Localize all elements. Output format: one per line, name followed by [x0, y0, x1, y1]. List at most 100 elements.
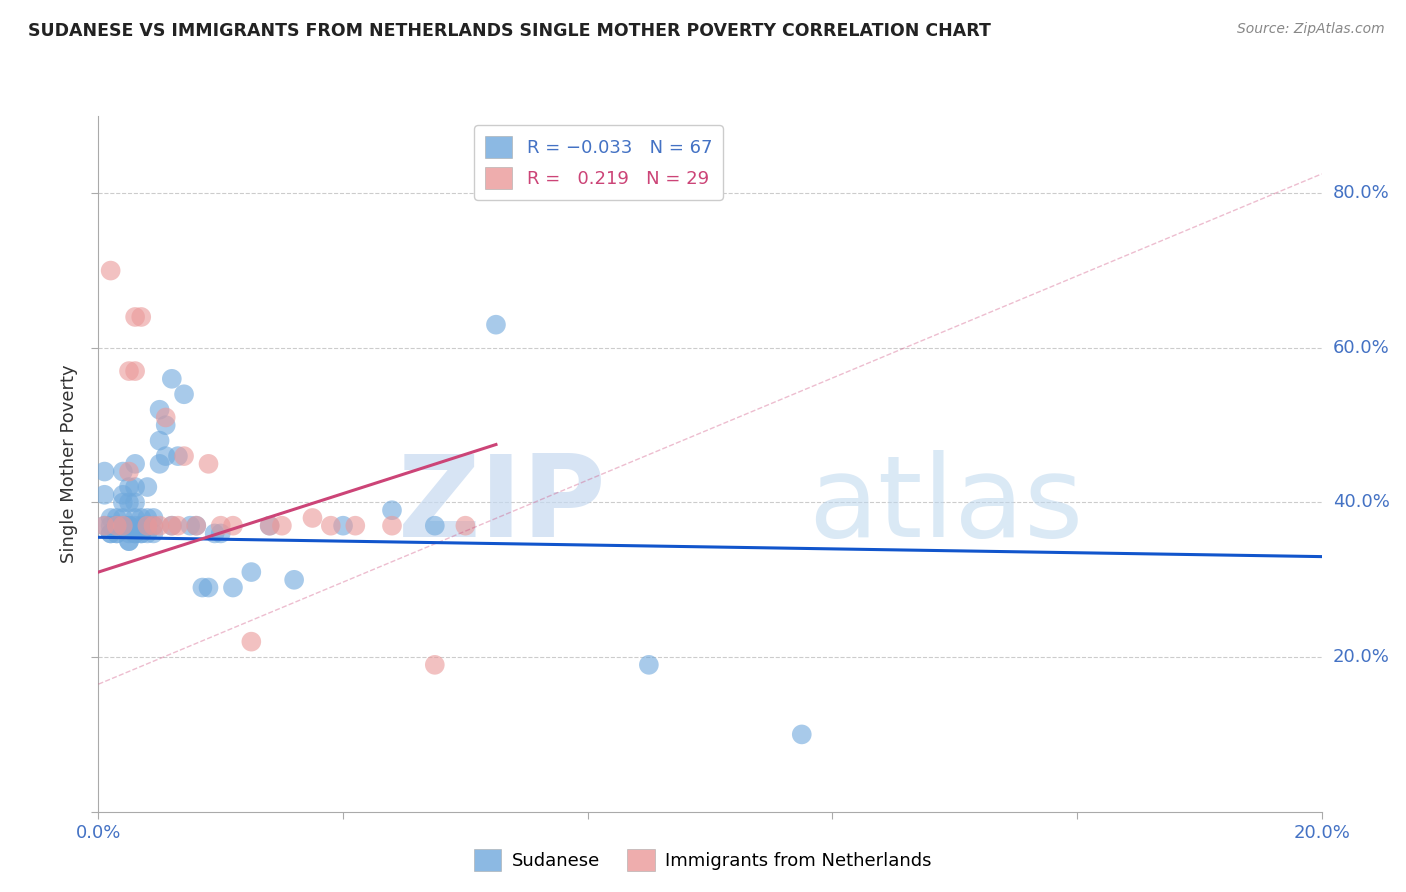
Point [381, 503, 404, 517]
Point [111, 518, 134, 533]
Point [118, 526, 141, 541]
Point [790, 727, 813, 741]
Point [118, 534, 141, 549]
Point [637, 657, 661, 672]
Point [197, 457, 219, 471]
Point [173, 387, 195, 401]
Point [111, 518, 134, 533]
Text: ZIP: ZIP [398, 450, 606, 561]
Point [136, 511, 159, 525]
Point [136, 526, 159, 541]
Point [149, 434, 172, 448]
Legend: Sudanese, Immigrants from Netherlands: Sudanese, Immigrants from Netherlands [467, 842, 939, 879]
Point [124, 526, 146, 541]
Point [142, 518, 165, 533]
Point [105, 518, 128, 533]
Point [124, 511, 146, 525]
Point [222, 518, 245, 533]
Point [149, 457, 172, 471]
Point [454, 518, 477, 533]
Text: 80.0%: 80.0% [1333, 185, 1389, 202]
Point [105, 511, 128, 525]
Point [283, 573, 305, 587]
Point [100, 526, 122, 541]
Point [209, 526, 232, 541]
Point [105, 518, 128, 533]
Point [100, 518, 122, 533]
Point [129, 310, 152, 324]
Point [124, 457, 146, 471]
Point [204, 526, 226, 541]
Point [118, 534, 141, 549]
Point [191, 581, 214, 595]
Point [222, 581, 245, 595]
Text: SUDANESE VS IMMIGRANTS FROM NETHERLANDS SINGLE MOTHER POVERTY CORRELATION CHART: SUDANESE VS IMMIGRANTS FROM NETHERLANDS … [28, 22, 991, 40]
Point [142, 526, 165, 541]
Point [118, 364, 141, 378]
Legend: R = −0.033   N = 67, R =   0.219   N = 29: R = −0.033 N = 67, R = 0.219 N = 29 [474, 125, 723, 200]
Point [100, 526, 122, 541]
Point [155, 449, 177, 463]
Point [149, 518, 172, 533]
Point [142, 511, 165, 525]
Point [111, 465, 134, 479]
Point [179, 518, 201, 533]
Point [259, 518, 281, 533]
Text: Source: ZipAtlas.com: Source: ZipAtlas.com [1237, 22, 1385, 37]
Point [93, 518, 115, 533]
Point [209, 518, 232, 533]
Point [240, 565, 263, 579]
Point [173, 449, 195, 463]
Point [136, 518, 159, 533]
Point [381, 518, 404, 533]
Point [240, 634, 263, 648]
Text: atlas: atlas [808, 450, 1083, 561]
Point [93, 465, 115, 479]
Point [129, 518, 152, 533]
Point [129, 511, 152, 525]
Point [111, 488, 134, 502]
Point [167, 518, 190, 533]
Point [111, 511, 134, 525]
Point [142, 518, 165, 533]
Point [423, 518, 446, 533]
Point [155, 418, 177, 433]
Point [160, 518, 183, 533]
Point [155, 410, 177, 425]
Point [100, 263, 122, 277]
Point [186, 518, 208, 533]
Point [118, 465, 141, 479]
Point [301, 511, 323, 525]
Point [124, 364, 146, 378]
Text: 20.0%: 20.0% [1333, 648, 1389, 666]
Point [149, 402, 172, 417]
Point [136, 480, 159, 494]
Point [124, 495, 146, 509]
Point [118, 480, 141, 494]
Point [259, 518, 281, 533]
Point [93, 488, 115, 502]
Point [129, 526, 152, 541]
Point [319, 518, 342, 533]
Point [129, 526, 152, 541]
Point [270, 518, 292, 533]
Point [160, 518, 183, 533]
Point [423, 657, 446, 672]
Point [124, 480, 146, 494]
Point [167, 449, 190, 463]
Point [105, 526, 128, 541]
Point [332, 518, 354, 533]
Point [186, 518, 208, 533]
Point [160, 372, 183, 386]
Text: 60.0%: 60.0% [1333, 339, 1389, 357]
Point [118, 495, 141, 509]
Point [105, 518, 128, 533]
Point [100, 511, 122, 525]
Text: 40.0%: 40.0% [1333, 493, 1389, 511]
Point [111, 495, 134, 509]
Point [93, 518, 115, 533]
Point [124, 518, 146, 533]
Point [118, 518, 141, 533]
Point [344, 518, 367, 533]
Point [197, 581, 219, 595]
